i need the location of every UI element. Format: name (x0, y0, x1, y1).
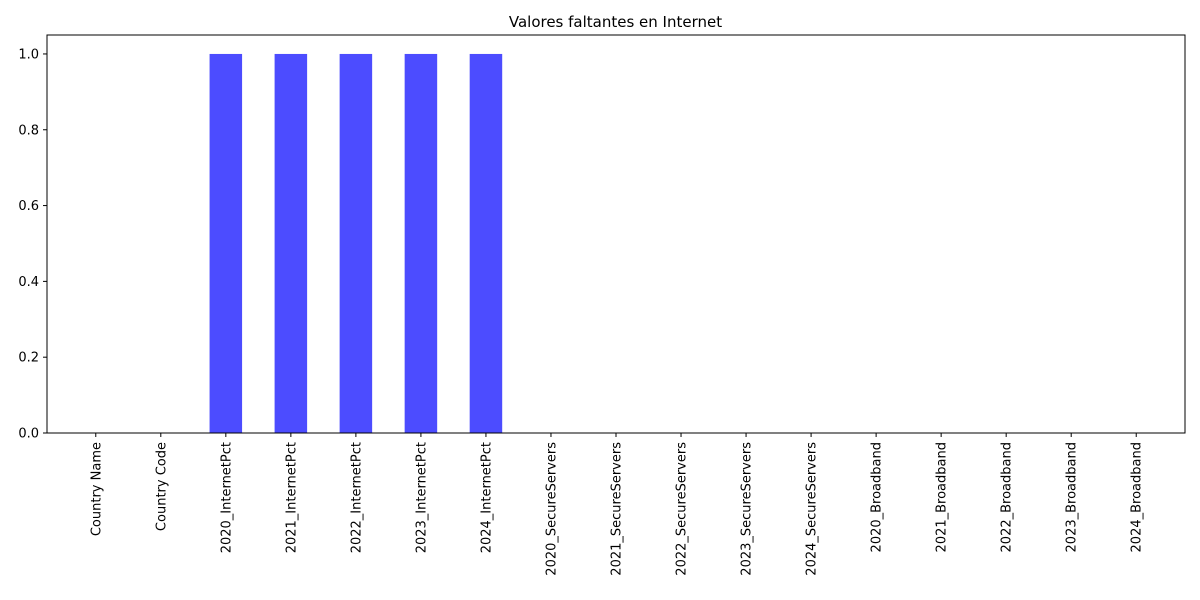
x-tick-label-12: 2020_Broadband (870, 442, 885, 552)
chart-title: Valores faltantes en Internet (509, 13, 722, 31)
x-tick-label-8: 2021_SecureServers (610, 442, 625, 576)
x-tick-label-6: 2024_InternetPct (479, 442, 494, 553)
x-tick-label-5: 2023_InternetPct (414, 442, 429, 553)
y-tick-label-5: 1.0 (18, 47, 39, 62)
x-tick-label-0: Country Name (89, 442, 104, 536)
x-tick-label-9: 2022_SecureServers (675, 442, 690, 576)
x-tick-label-2: 2020_InternetPct (219, 442, 234, 553)
x-tick-label-16: 2024_Broadband (1130, 442, 1145, 552)
x-tick-label-3: 2021_InternetPct (284, 442, 299, 553)
y-tick-label-1: 0.2 (18, 351, 39, 366)
plot-frame (46, 34, 1186, 434)
bar-6 (469, 53, 503, 433)
x-tick-label-10: 2023_SecureServers (740, 442, 755, 576)
y-tick-label-2: 0.4 (18, 275, 39, 290)
x-tick-label-4: 2022_InternetPct (349, 442, 364, 553)
x-tick-label-7: 2020_SecureServers (544, 442, 559, 576)
x-tick-label-11: 2024_SecureServers (805, 442, 820, 576)
x-axis: Country Name Country Code 2020_InternetPct… (89, 433, 1145, 576)
x-tick-label-14: 2022_Broadband (1000, 442, 1015, 552)
x-tick-label-15: 2023_Broadband (1065, 442, 1080, 552)
y-tick-label-3: 0.6 (18, 199, 39, 214)
bars-group (209, 53, 503, 433)
bar-5 (404, 53, 438, 433)
y-tick-label-0: 0.0 (18, 427, 39, 442)
bar-3 (274, 53, 308, 433)
y-tick-label-4: 0.8 (18, 123, 39, 138)
x-tick-label-13: 2021_Broadband (935, 442, 950, 552)
bar-4 (339, 53, 373, 433)
x-tick-label-1: Country Code (154, 442, 169, 531)
y-axis: 0.0 0.2 0.4 0.6 0.8 1.0 (18, 47, 47, 442)
bar-2 (209, 53, 243, 433)
